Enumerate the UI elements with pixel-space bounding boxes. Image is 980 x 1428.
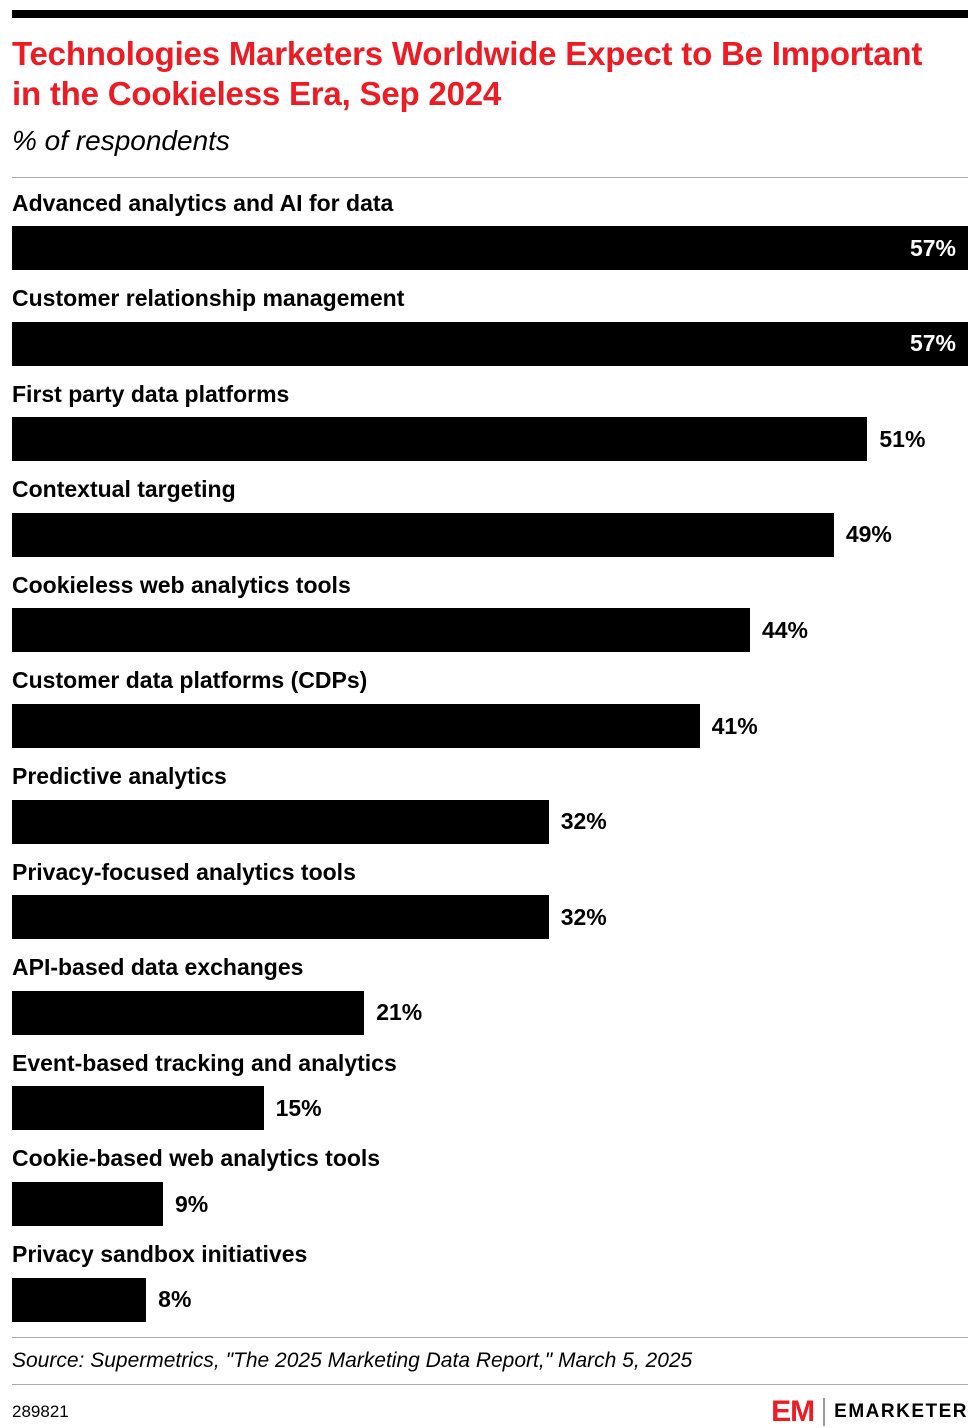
bar-value: 8% <box>158 1286 192 1313</box>
bar <box>12 1182 163 1227</box>
bar-row: Event-based tracking and analytics 15% <box>12 1050 968 1131</box>
bar-row: Customer relationship management 57% <box>12 285 968 366</box>
bar-label: First party data platforms <box>12 380 290 407</box>
bar-row: Cookie-based web analytics tools 9% <box>12 1145 968 1227</box>
bar-label: Privacy-focused analytics tools <box>12 858 356 885</box>
bar-value: 41% <box>711 712 758 739</box>
bar-row: Customer data platforms (CDPs) 41% <box>12 667 968 749</box>
bar-value: 21% <box>376 999 423 1026</box>
header-divider <box>12 176 968 178</box>
bar-row: Predictive analytics 32% <box>12 763 968 844</box>
footer-bar: 289821 EM EMARKETER <box>12 1385 968 1427</box>
bar: 57% <box>12 321 968 366</box>
bar-label: Predictive analytics <box>12 763 227 790</box>
bar-value: 57% <box>909 234 956 261</box>
bar-row: API-based data exchanges 21% <box>12 954 968 1035</box>
bar-label: API-based data exchanges <box>12 954 304 981</box>
bar <box>12 799 549 844</box>
bar-value: 44% <box>761 616 808 643</box>
bar-chart: Advanced analytics and AI for data 57% C… <box>12 190 968 1322</box>
bar-value: 9% <box>174 1190 209 1217</box>
bar-label: Event-based tracking and analytics <box>12 1049 397 1076</box>
bar-value: 51% <box>879 425 926 452</box>
bar <box>12 1086 264 1131</box>
bar-label: Contextual targeting <box>12 476 236 503</box>
bar-label: Cookie-based web analytics tools <box>12 1145 381 1172</box>
bar-label: Cookieless web analytics tools <box>12 571 351 598</box>
bar-value: 32% <box>560 808 607 835</box>
bar-row: Privacy-focused analytics tools 32% <box>12 859 968 940</box>
bar-row: Privacy sandbox initiatives 8% <box>12 1241 968 1322</box>
bar: 57% <box>12 226 968 271</box>
bar-row: Advanced analytics and AI for data 57% <box>12 190 968 271</box>
bar-value: 49% <box>845 521 892 548</box>
chart-title: Technologies Marketers Worldwide Expect … <box>12 35 923 113</box>
chart-subtitle: % of respondents <box>12 124 230 156</box>
bar-label: Privacy sandbox initiatives <box>12 1241 308 1268</box>
bar-label: Advanced analytics and AI for data <box>12 189 394 216</box>
bar <box>12 1277 147 1322</box>
bar-row: Cookieless web analytics tools 44% <box>12 572 968 653</box>
bar <box>12 895 549 940</box>
bar <box>12 990 365 1035</box>
emarketer-logo-icon: EM <box>771 1394 815 1428</box>
bar-value: 57% <box>909 330 956 357</box>
bar-value: 32% <box>560 903 607 930</box>
bar <box>12 704 700 749</box>
source-divider <box>12 1336 968 1338</box>
bar <box>12 608 750 653</box>
brand-separator <box>823 1397 826 1426</box>
top-rule <box>12 10 968 18</box>
brand-name: EMARKETER <box>834 1401 968 1423</box>
source-note: Source: Supermetrics, "The 2025 Marketin… <box>12 1348 693 1372</box>
bar-row: First party data platforms 51% <box>12 381 968 462</box>
bar <box>12 512 834 557</box>
footer-divider <box>12 1383 968 1385</box>
bar-label: Customer data platforms (CDPs) <box>12 667 368 694</box>
brand-logo-group: EM EMARKETER <box>771 1394 968 1428</box>
bar <box>12 417 868 462</box>
bar-label: Customer relationship management <box>12 285 405 312</box>
bar-value: 15% <box>275 1094 322 1121</box>
bar-row: Contextual targeting 49% <box>12 476 968 557</box>
chart-id: 289821 <box>12 1401 69 1421</box>
